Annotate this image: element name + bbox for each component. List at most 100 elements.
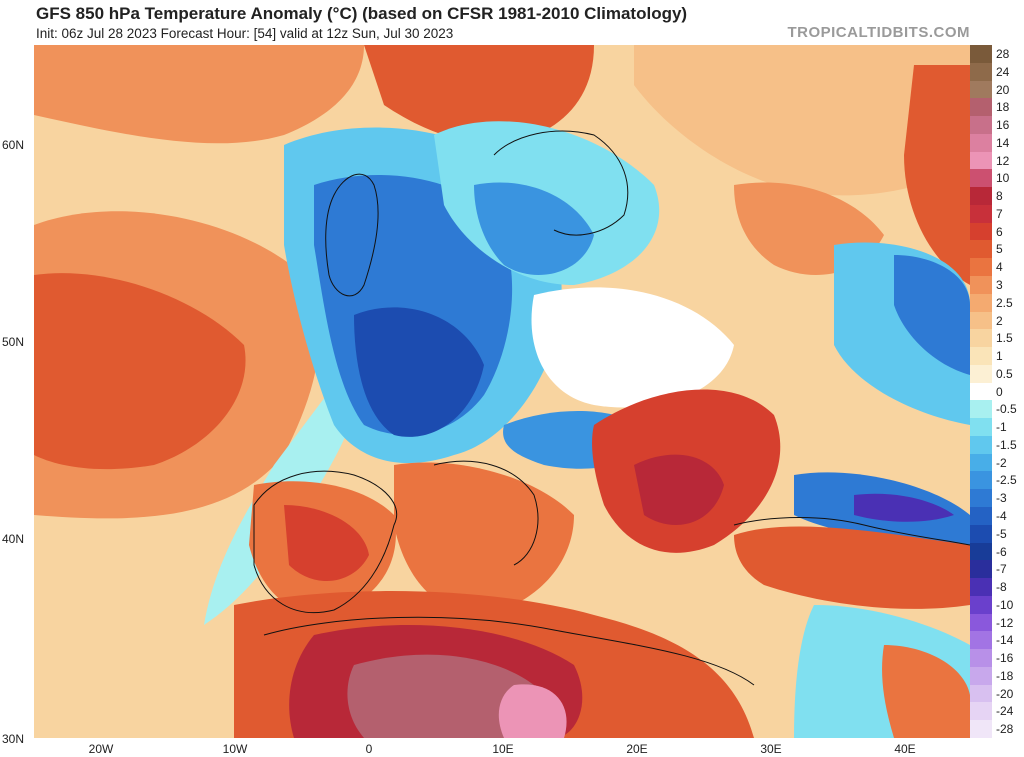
legend-item: 2.5 bbox=[970, 293, 1024, 312]
legend-item: -8 bbox=[970, 578, 1024, 596]
legend-item: 12 bbox=[970, 151, 1024, 170]
legend-label: -1.5 bbox=[996, 437, 1017, 452]
legend-label: -2.5 bbox=[996, 473, 1017, 488]
lon-label-10e: 10E bbox=[492, 742, 514, 756]
legend-item: 5 bbox=[970, 240, 1024, 259]
legend-swatch bbox=[970, 347, 992, 365]
legend-swatch bbox=[970, 364, 992, 383]
legend-swatch bbox=[970, 151, 992, 170]
site-watermark: TROPICALTIDBITS.COM bbox=[787, 24, 970, 41]
legend-label: 18 bbox=[996, 100, 1010, 115]
legend-item: 0.5 bbox=[970, 364, 1024, 383]
legend-swatch bbox=[970, 329, 992, 348]
legend-label: -7 bbox=[996, 562, 1007, 577]
legend-swatch bbox=[970, 187, 992, 205]
legend-label: 0.5 bbox=[996, 366, 1013, 381]
legend-label: 8 bbox=[996, 189, 1003, 204]
legend-item: 18 bbox=[970, 98, 1024, 117]
legend-item: -16 bbox=[970, 649, 1024, 667]
legend-label: 0 bbox=[996, 384, 1003, 399]
legend-label: -28 bbox=[996, 722, 1014, 737]
legend-label: 1 bbox=[996, 349, 1003, 364]
legend-item: 2 bbox=[970, 311, 1024, 330]
legend-label: -14 bbox=[996, 633, 1014, 648]
legend-item: 14 bbox=[970, 133, 1024, 152]
legend-item: 20 bbox=[970, 80, 1024, 99]
legend-item: 24 bbox=[970, 62, 1024, 81]
legend-swatch bbox=[970, 578, 992, 596]
lon-label-30e: 30E bbox=[760, 742, 782, 756]
legend-swatch bbox=[970, 133, 992, 152]
legend-item: -20 bbox=[970, 684, 1024, 703]
legend-item: 28 bbox=[970, 45, 1024, 63]
legend-item: 7 bbox=[970, 204, 1024, 223]
legend-label: -8 bbox=[996, 580, 1007, 595]
lat-label-60n: 60N bbox=[2, 138, 25, 152]
legend-item: 16 bbox=[970, 116, 1024, 134]
legend-label: -6 bbox=[996, 544, 1007, 559]
legend-label: 3 bbox=[996, 278, 1003, 292]
legend-item: -1 bbox=[970, 418, 1024, 436]
legend-label: 1.5 bbox=[996, 331, 1013, 346]
legend-swatch bbox=[970, 631, 992, 650]
legend-label: -4 bbox=[996, 509, 1007, 523]
legend-swatch bbox=[970, 489, 992, 507]
lon-label-20w: 20W bbox=[88, 742, 114, 756]
lon-label-10w: 10W bbox=[222, 742, 248, 756]
legend-item: -3 bbox=[970, 489, 1024, 507]
forecast-info: Init: 06z Jul 28 2023 Forecast Hour: [54… bbox=[36, 26, 454, 41]
legend-label: -3 bbox=[996, 491, 1007, 506]
legend-label: 24 bbox=[996, 64, 1010, 79]
legend-swatch bbox=[970, 276, 992, 294]
legend-label: 12 bbox=[996, 153, 1010, 168]
legend-swatch bbox=[970, 435, 992, 454]
legend-swatch bbox=[970, 613, 992, 632]
legend-swatch bbox=[970, 524, 992, 543]
legend-swatch bbox=[970, 542, 992, 561]
legend-label: -20 bbox=[996, 686, 1014, 701]
legend-swatch bbox=[970, 80, 992, 99]
legend-item: 4 bbox=[970, 258, 1024, 276]
legend-label: -10 bbox=[996, 597, 1014, 612]
legend-item: -28 bbox=[970, 720, 1024, 738]
legend-item: 0 bbox=[970, 382, 1024, 401]
legend-swatch bbox=[970, 116, 992, 134]
legend-item: 1 bbox=[970, 347, 1024, 365]
legend-swatch bbox=[970, 258, 992, 276]
legend-swatch bbox=[970, 240, 992, 259]
legend-item: -10 bbox=[970, 595, 1024, 614]
legend-item: 1.5 bbox=[970, 329, 1024, 348]
legend-label: 4 bbox=[996, 260, 1003, 275]
lat-label-50n: 50N bbox=[2, 335, 25, 349]
legend-label: 2 bbox=[996, 313, 1003, 328]
legend-swatch bbox=[970, 595, 992, 614]
legend-swatch bbox=[970, 62, 992, 81]
legend-label: 7 bbox=[996, 206, 1003, 221]
legend-swatch bbox=[970, 453, 992, 472]
legend-item: -4 bbox=[970, 507, 1024, 525]
legend-swatch bbox=[970, 720, 992, 738]
lon-label-0: 0 bbox=[365, 742, 373, 756]
legend-swatch bbox=[970, 560, 992, 579]
legend-item: -0.5 bbox=[970, 400, 1024, 419]
lat-label-30n: 30N bbox=[2, 732, 25, 746]
legend-swatch bbox=[970, 204, 992, 223]
legend-swatch bbox=[970, 471, 992, 490]
legend-label: -5 bbox=[996, 526, 1007, 541]
legend-label: -1 bbox=[996, 420, 1007, 435]
chart-title: GFS 850 hPa Temperature Anomaly (°C) (ba… bbox=[36, 4, 688, 23]
legend-swatch bbox=[970, 293, 992, 312]
legend-swatch bbox=[970, 702, 992, 721]
legend-item: -14 bbox=[970, 631, 1024, 650]
legend-item: 8 bbox=[970, 187, 1024, 205]
legend-label: 28 bbox=[996, 47, 1010, 61]
legend-label: -24 bbox=[996, 704, 1014, 719]
legend-item: -5 bbox=[970, 524, 1024, 543]
legend-item: 6 bbox=[970, 222, 1024, 241]
legend-label: -2 bbox=[996, 455, 1007, 470]
anomaly-map bbox=[34, 45, 970, 738]
lon-label-40e: 40E bbox=[894, 742, 916, 756]
legend-swatch bbox=[970, 684, 992, 703]
legend-label: 2.5 bbox=[996, 295, 1013, 310]
anomaly-field bbox=[34, 45, 970, 738]
